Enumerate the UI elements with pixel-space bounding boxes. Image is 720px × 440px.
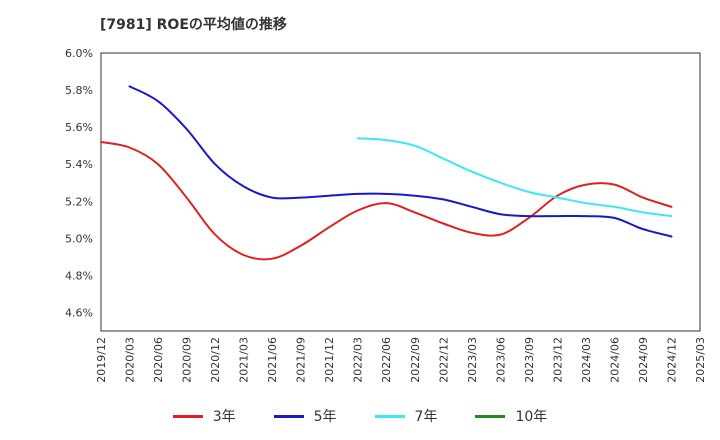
- legend: 3年 5年 7年 10年: [0, 404, 720, 428]
- x-tick-label: 2021/06: [266, 337, 279, 383]
- chart-title: [7981] ROEの平均値の推移: [100, 17, 287, 33]
- x-tick-label: 2021/09: [295, 337, 308, 383]
- series-layer: [100, 85, 673, 261]
- tick-label-layer: 4.6% 4.8% 5.0% 5.2% 5.4% 5.6% 5.8% 6.0% 2019/12 2…: [65, 47, 707, 383]
- series-line-2: [128, 85, 673, 238]
- legend-swatch: [273, 414, 304, 418]
- x-tick-label: 2022/06: [380, 337, 393, 383]
- x-tick-label: 2024/09: [637, 337, 650, 383]
- x-tick-label: 2022/12: [437, 337, 450, 383]
- x-tick-label: 2024/03: [580, 337, 593, 383]
- legend-swatch: [374, 414, 405, 418]
- legend-swatch: [475, 414, 506, 418]
- y-tick-label: 4.8%: [65, 269, 93, 282]
- y-tick-label: 5.4%: [65, 158, 93, 171]
- y-tick-label: 4.6%: [65, 306, 93, 319]
- x-tick-label: 2023/09: [523, 337, 536, 383]
- legend-item: 7年: [374, 406, 438, 426]
- x-tick-label: 2020/03: [124, 337, 137, 383]
- series-line-1: [100, 141, 673, 261]
- y-tick-label: 5.8%: [65, 84, 93, 97]
- legend-item: 10年: [475, 406, 547, 426]
- x-tick-label: 2022/09: [409, 337, 422, 383]
- x-tick-label: 2023/06: [494, 337, 507, 383]
- x-tick-label: 2020/12: [209, 337, 222, 383]
- x-tick-label: 2021/12: [323, 337, 336, 383]
- x-tick-label: 2025/03: [694, 337, 707, 383]
- x-tick-label: 2022/03: [352, 337, 365, 383]
- y-tick-label: 5.0%: [65, 232, 93, 245]
- x-tick-label: 2021/03: [238, 337, 251, 383]
- line-chart: 4.6% 4.8% 5.0% 5.2% 5.4% 5.6% 5.8% 6.0% 2019/12 2…: [65, 47, 707, 383]
- x-tick-label: 2024/06: [608, 337, 621, 383]
- legend-label: 5年: [313, 409, 337, 425]
- x-tick-label: 2020/06: [152, 337, 165, 383]
- x-tick-label: 2019/12: [95, 337, 108, 383]
- axis-layer: [100, 52, 701, 332]
- x-tick-label: 2023/12: [551, 337, 564, 383]
- legend-label: 10年: [515, 409, 548, 425]
- y-tick-label: 6.0%: [65, 47, 93, 60]
- x-tick-label: 2024/12: [665, 337, 678, 383]
- x-tick-label: 2023/03: [466, 337, 479, 383]
- plot-area: [100, 52, 701, 332]
- y-tick-label: 5.6%: [65, 121, 93, 134]
- x-tick-label: 2020/09: [181, 337, 194, 383]
- legend-item: 3年: [172, 406, 236, 426]
- legend-swatch: [172, 414, 203, 418]
- legend-label: 3年: [212, 409, 236, 425]
- series-line-3: [356, 137, 673, 218]
- legend-label: 7年: [414, 409, 438, 425]
- y-tick-label: 5.2%: [65, 195, 93, 208]
- legend-item: 5年: [273, 406, 337, 426]
